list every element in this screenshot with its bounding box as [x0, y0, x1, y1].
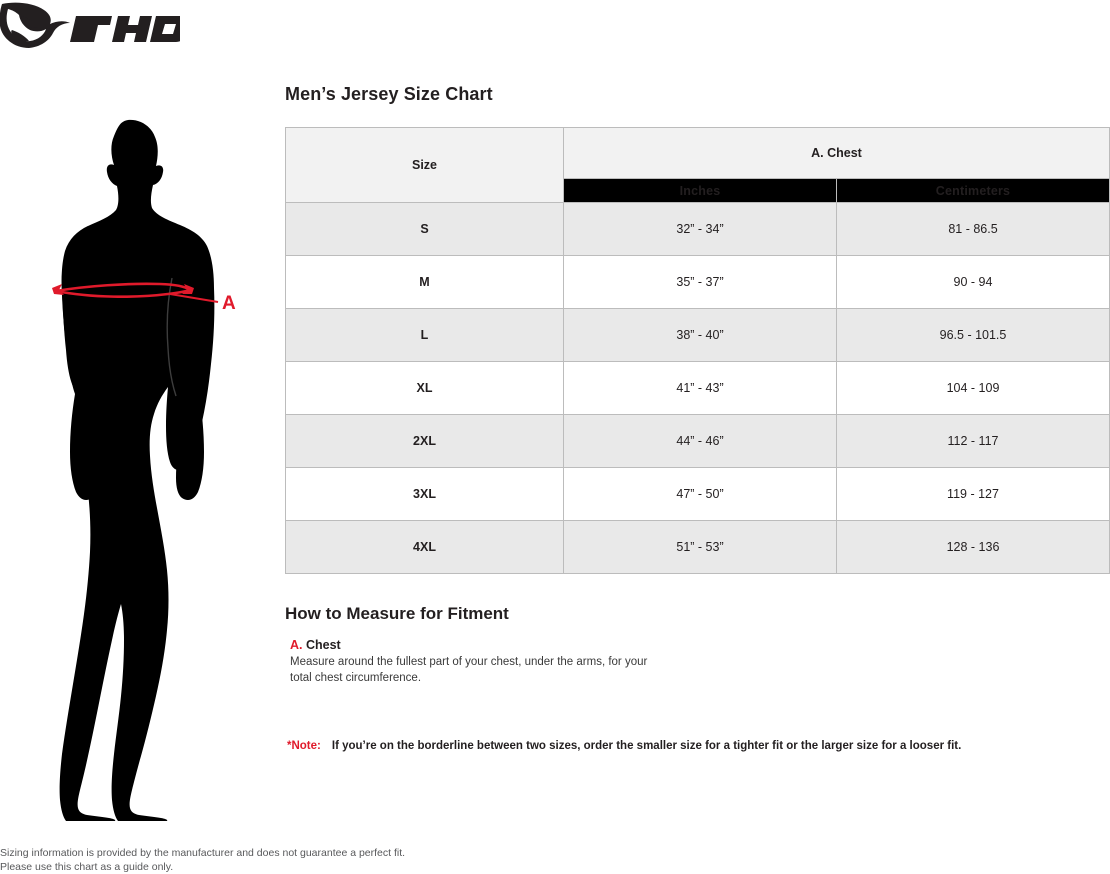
- cell-centimeters: 81 - 86.5: [836, 202, 1110, 256]
- note-row: *Note: If you’re on the borderline betwee…: [287, 740, 1110, 752]
- measurement-figure: A: [0, 112, 265, 822]
- chest-measure-indicator: A: [52, 282, 236, 314]
- measure-item-chest: A. Chest Measure around the fullest part…: [290, 638, 1110, 686]
- cell-centimeters: 90 - 94: [836, 255, 1110, 309]
- cell-inches: 35” - 37”: [563, 255, 837, 309]
- footer-line-2: Please use this chart as a guide only.: [0, 861, 174, 873]
- cell-centimeters: 119 - 127: [836, 467, 1110, 521]
- table-header-row-group: Size A. Chest: [285, 127, 1110, 203]
- page-title: Men’s Jersey Size Chart: [285, 84, 493, 104]
- table-row: 4XL 51” - 53” 128 - 136: [285, 520, 1110, 574]
- measure-item-letter: A.: [290, 638, 303, 652]
- column-header-inches: Inches: [563, 178, 837, 203]
- body-silhouette-shape: [59, 119, 215, 821]
- cell-centimeters: 112 - 117: [836, 414, 1110, 468]
- cell-size: S: [285, 202, 564, 256]
- table-row: XL 41” - 43” 104 - 109: [285, 361, 1110, 415]
- torso-shading-line: [166, 277, 177, 397]
- cell-size: M: [285, 255, 564, 309]
- content-column: Men’s Jersey Size Chart Size A. Chest In…: [285, 84, 1110, 752]
- measure-item-name: Chest: [305, 638, 341, 652]
- cell-inches: 44” - 46”: [563, 414, 837, 468]
- cell-size: L: [285, 308, 564, 362]
- cell-inches: 41” - 43”: [563, 361, 837, 415]
- column-header-centimeters: Centimeters: [836, 178, 1110, 203]
- table-row: L 38” - 40” 96.5 - 101.5: [285, 308, 1110, 362]
- cell-centimeters: 104 - 109: [836, 361, 1110, 415]
- note-label: *Note:: [287, 740, 321, 752]
- cell-inches: 51” - 53”: [563, 520, 837, 574]
- size-chart-table: Size A. Chest Inches Centimeters S 32” -…: [285, 127, 1110, 574]
- footer-disclaimer: Sizing information is provided by the ma…: [0, 846, 405, 874]
- table-head: Size A. Chest Inches Centimeters: [285, 127, 1110, 203]
- figure-callout-label: A: [222, 293, 236, 314]
- cell-centimeters: 128 - 136: [836, 520, 1110, 574]
- table-row: 2XL 44” - 46” 112 - 117: [285, 414, 1110, 468]
- note-text: If you’re on the borderline between two …: [331, 740, 962, 752]
- footer-line-1: Sizing information is provided by the ma…: [0, 847, 406, 859]
- cell-size: XL: [285, 361, 564, 415]
- measure-item-description: Measure around the fullest part of your …: [290, 656, 648, 684]
- cell-size: 2XL: [285, 414, 564, 468]
- table-body: S 32” - 34” 81 - 86.5 M 35” - 37” 90 - 9…: [285, 202, 1110, 574]
- cell-size: 4XL: [285, 520, 564, 574]
- cell-centimeters: 96.5 - 101.5: [836, 308, 1110, 362]
- table-row: 3XL 47” - 50” 119 - 127: [285, 467, 1110, 521]
- thor-helmet-icon: [0, 2, 180, 48]
- cell-size: 3XL: [285, 467, 564, 521]
- column-header-size: Size: [285, 127, 564, 203]
- cell-inches: 47” - 50”: [563, 467, 837, 521]
- cell-inches: 32” - 34”: [563, 202, 837, 256]
- cell-inches: 38” - 40”: [563, 308, 837, 362]
- brand-logo: [0, 0, 180, 58]
- measure-item-heading: A. Chest: [290, 638, 1110, 652]
- column-header-group-chest: A. Chest: [563, 127, 1110, 179]
- table-row: S 32” - 34” 81 - 86.5: [285, 202, 1110, 256]
- table-row: M 35” - 37” 90 - 94: [285, 255, 1110, 309]
- how-to-measure-title: How to Measure for Fitment: [285, 604, 509, 623]
